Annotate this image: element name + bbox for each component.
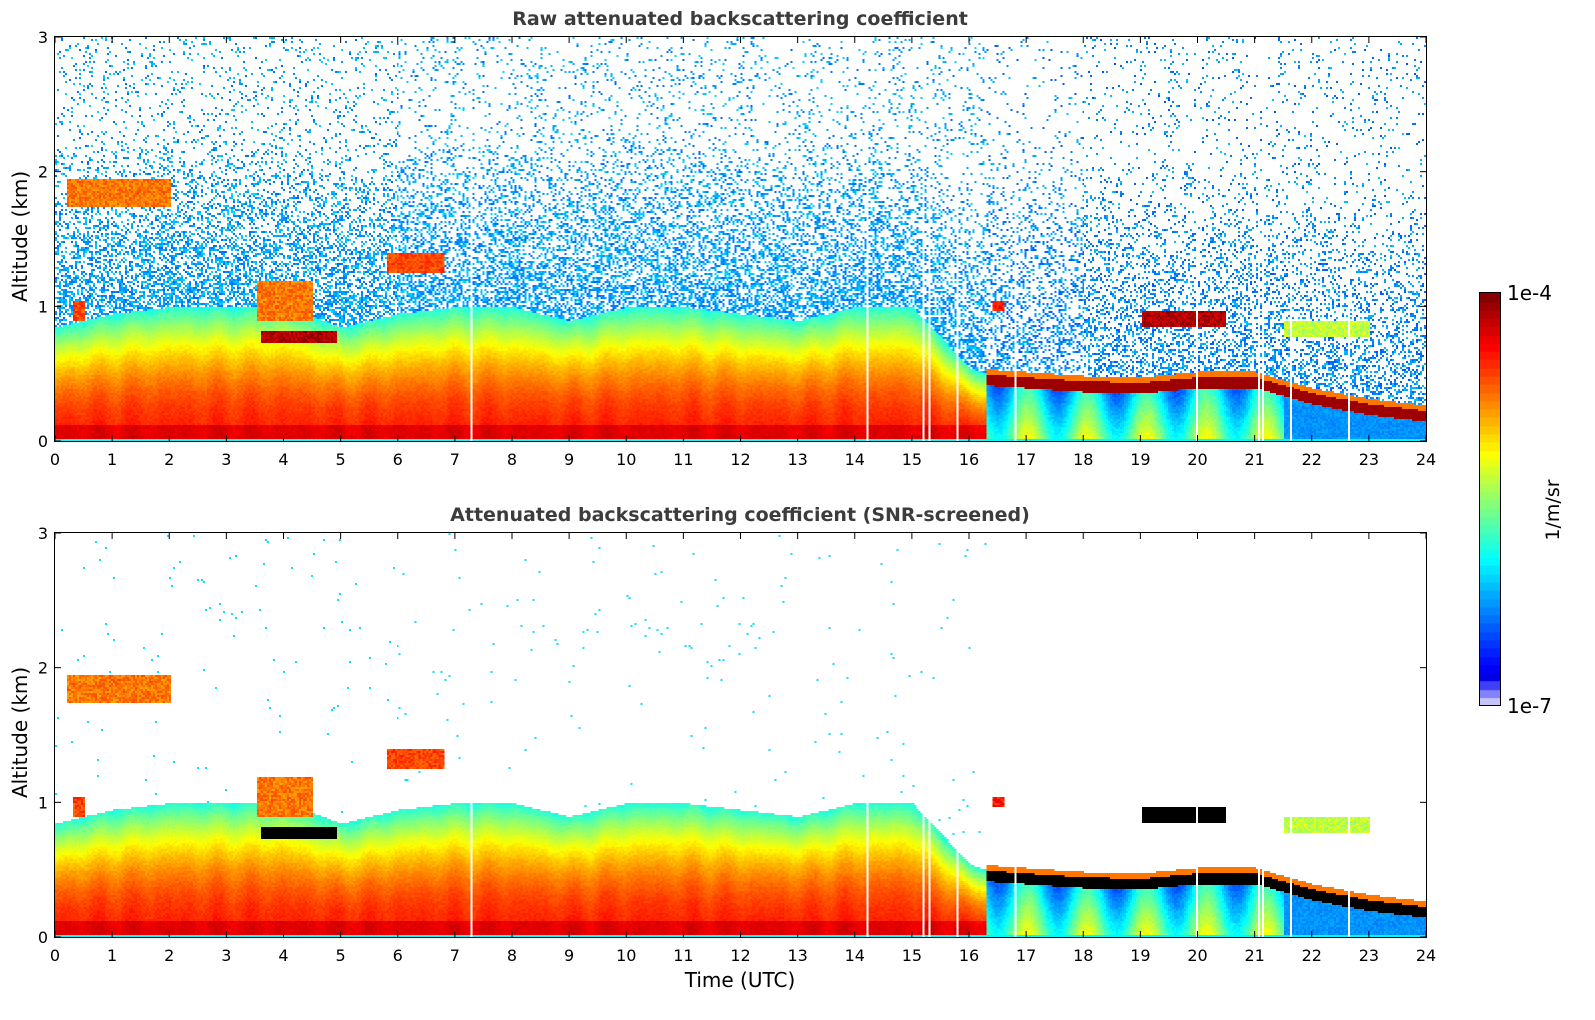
x-tick-label: 2 bbox=[164, 946, 174, 965]
x-tick-label: 3 bbox=[221, 450, 231, 469]
x-tick-label: 10 bbox=[616, 946, 636, 965]
x-tick-label: 20 bbox=[1187, 450, 1207, 469]
x-tick-label: 17 bbox=[1016, 946, 1036, 965]
x-tick-label: 22 bbox=[1302, 450, 1322, 469]
x-tick-label: 21 bbox=[1244, 946, 1264, 965]
bottom-panel-title: Attenuated backscattering coefficient (S… bbox=[450, 504, 1030, 526]
y-tick-label: 2 bbox=[38, 659, 48, 678]
x-tick-label: 6 bbox=[393, 450, 403, 469]
y-tick-label: 3 bbox=[38, 28, 48, 47]
top-panel-plot-area bbox=[54, 36, 1427, 442]
x-tick-label: 9 bbox=[564, 450, 574, 469]
y-tick-label: 2 bbox=[38, 163, 48, 182]
x-tick-label: 24 bbox=[1416, 946, 1436, 965]
x-tick-label: 13 bbox=[787, 946, 807, 965]
x-tick-label: 18 bbox=[1073, 946, 1093, 965]
top-panel-title: Raw attenuated backscattering coefficien… bbox=[512, 8, 968, 30]
x-tick-label: 5 bbox=[336, 946, 346, 965]
bottom-panel-heatmap bbox=[55, 533, 1426, 937]
x-tick-label: 4 bbox=[278, 450, 288, 469]
x-tick-label: 8 bbox=[507, 450, 517, 469]
x-tick-label: 17 bbox=[1016, 450, 1036, 469]
y-tick-label: 3 bbox=[38, 524, 48, 543]
x-axis-label: Time (UTC) bbox=[684, 968, 796, 992]
y-tick-label: 0 bbox=[38, 432, 48, 451]
x-tick-label: 19 bbox=[1130, 450, 1150, 469]
x-tick-label: 19 bbox=[1130, 946, 1150, 965]
top-panel-heatmap bbox=[55, 37, 1426, 441]
x-tick-label: 15 bbox=[902, 450, 922, 469]
x-tick-label: 1 bbox=[107, 946, 117, 965]
x-tick-label: 16 bbox=[959, 450, 979, 469]
x-tick-label: 8 bbox=[507, 946, 517, 965]
bottom-panel-y-axis-label: Altitude (km) bbox=[8, 666, 32, 798]
x-tick-label: 2 bbox=[164, 450, 174, 469]
x-tick-label: 21 bbox=[1244, 450, 1264, 469]
colorbar-unit-label: 1/m/sr bbox=[1542, 479, 1564, 541]
bottom-panel-plot-area bbox=[54, 532, 1427, 938]
x-tick-label: 24 bbox=[1416, 450, 1436, 469]
y-tick-label: 1 bbox=[38, 297, 48, 316]
x-tick-label: 16 bbox=[959, 946, 979, 965]
x-tick-label: 12 bbox=[730, 946, 750, 965]
x-tick-label: 14 bbox=[845, 450, 865, 469]
x-tick-label: 11 bbox=[673, 450, 693, 469]
x-tick-label: 9 bbox=[564, 946, 574, 965]
x-tick-label: 7 bbox=[450, 946, 460, 965]
x-tick-label: 20 bbox=[1187, 946, 1207, 965]
x-tick-label: 10 bbox=[616, 450, 636, 469]
x-tick-label: 18 bbox=[1073, 450, 1093, 469]
x-tick-label: 3 bbox=[221, 946, 231, 965]
x-tick-label: 11 bbox=[673, 946, 693, 965]
x-tick-label: 13 bbox=[787, 450, 807, 469]
x-tick-label: 22 bbox=[1302, 946, 1322, 965]
x-tick-label: 7 bbox=[450, 450, 460, 469]
colorbar-min-label: 1e-7 bbox=[1507, 694, 1552, 718]
y-tick-label: 1 bbox=[38, 793, 48, 812]
x-tick-label: 1 bbox=[107, 450, 117, 469]
x-tick-label: 0 bbox=[50, 946, 60, 965]
y-tick-label: 0 bbox=[38, 928, 48, 947]
x-tick-label: 12 bbox=[730, 450, 750, 469]
colorbar-max-label: 1e-4 bbox=[1507, 281, 1552, 305]
colorbar bbox=[1479, 292, 1501, 706]
x-tick-label: 14 bbox=[845, 946, 865, 965]
top-panel-y-axis-label: Altitude (km) bbox=[8, 170, 32, 302]
x-tick-label: 6 bbox=[393, 946, 403, 965]
x-tick-label: 5 bbox=[336, 450, 346, 469]
x-tick-label: 23 bbox=[1359, 450, 1379, 469]
x-tick-label: 0 bbox=[50, 450, 60, 469]
x-tick-label: 23 bbox=[1359, 946, 1379, 965]
x-tick-label: 15 bbox=[902, 946, 922, 965]
x-tick-label: 4 bbox=[278, 946, 288, 965]
